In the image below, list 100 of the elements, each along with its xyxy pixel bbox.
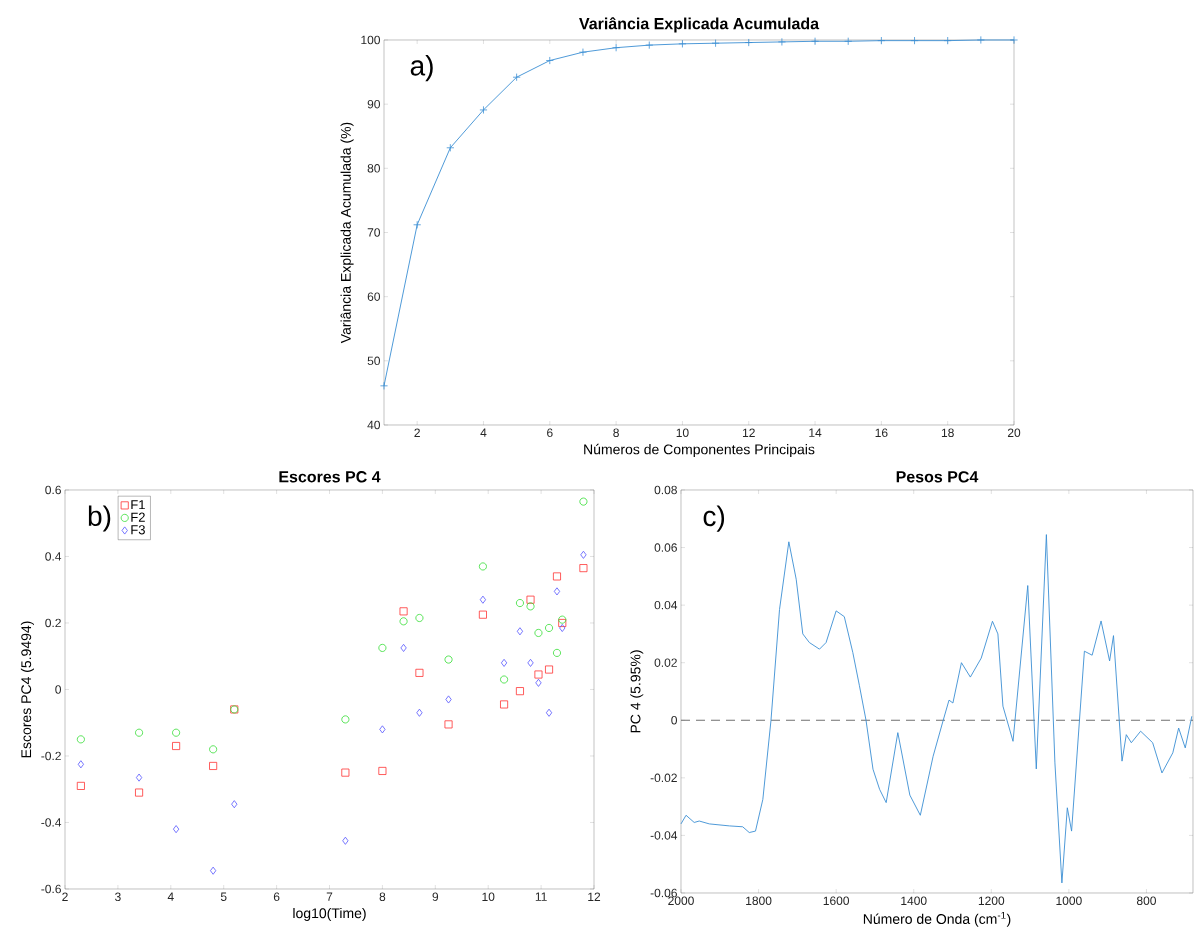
- y-tick-label: 70: [367, 228, 381, 237]
- x-tick-label: 20: [1007, 428, 1021, 438]
- point: [173, 825, 180, 834]
- point: [445, 695, 452, 704]
- point: [341, 768, 350, 777]
- point: [135, 728, 144, 737]
- x-tick-label: 1400: [901, 896, 927, 906]
- x-tick-label: 3: [115, 892, 121, 902]
- x-axis-title: Número de Onda (cm$^{-1}$): [863, 911, 1011, 927]
- point: [678, 39, 687, 48]
- x-tick-label: 1200: [978, 896, 1005, 906]
- point: [527, 658, 534, 667]
- point: [76, 781, 85, 790]
- annotation: a): [410, 55, 433, 82]
- legend-label: F3: [131, 525, 145, 535]
- point: [545, 665, 554, 674]
- point: [209, 761, 218, 770]
- point: [612, 43, 621, 52]
- x-tick-label: 10: [482, 892, 495, 902]
- x-tick-label: 6: [547, 428, 553, 438]
- point: [479, 595, 487, 604]
- point: [135, 773, 143, 782]
- y-tick-label: 80: [367, 164, 381, 173]
- chart-title: Variância Explicada Acumulada: [579, 17, 820, 33]
- y-tick-label: 0: [671, 716, 677, 725]
- x-tick-label: 7: [326, 892, 333, 901]
- point: [378, 643, 387, 652]
- point: [558, 615, 567, 624]
- point: [231, 800, 238, 809]
- point: [578, 48, 587, 57]
- x-axis-title: log10(Time): [293, 907, 366, 921]
- y-axis-title: Escores PC4 (5.9494): [20, 621, 34, 758]
- y-tick-label: -0.6: [41, 884, 61, 894]
- y-tick-label: 40: [367, 420, 381, 430]
- y-tick-label: -0.2: [41, 751, 61, 761]
- point: [552, 648, 561, 657]
- point: [580, 550, 587, 559]
- point: [535, 678, 542, 687]
- point: [515, 687, 524, 696]
- point: [545, 623, 554, 632]
- x-tick-label: 18: [941, 428, 954, 438]
- point: [172, 728, 181, 737]
- point: [545, 708, 553, 717]
- point: [1010, 35, 1018, 44]
- x-tick-label: 2: [62, 892, 68, 901]
- y-tick-label: 0.06: [654, 543, 677, 552]
- y-tick-label: 0.6: [45, 485, 61, 495]
- x-tick-label: 2: [414, 428, 420, 437]
- point: [711, 39, 720, 48]
- point: [380, 381, 389, 390]
- point: [500, 675, 509, 684]
- x-tick-label: 16: [875, 428, 888, 438]
- x-tick-label: 1600: [823, 896, 850, 906]
- point: [415, 613, 424, 622]
- x-tick-label: 8: [613, 428, 619, 438]
- point: [399, 617, 408, 626]
- point: [552, 572, 561, 581]
- point: [415, 668, 424, 677]
- point: [172, 742, 181, 751]
- y-tick-label: 0.08: [654, 485, 677, 495]
- point: [135, 788, 144, 797]
- point: [76, 735, 85, 744]
- point: [516, 627, 524, 636]
- x-tick-label: 14: [809, 428, 822, 437]
- point: [399, 607, 408, 616]
- chart-title: Pesos PC4: [896, 471, 979, 483]
- y-tick-label: 0.02: [654, 658, 677, 667]
- x-tick-label: 9: [432, 892, 439, 902]
- y-axis-title: PC 4 (5.95%): [630, 650, 644, 733]
- annotation: c): [703, 505, 725, 532]
- x-tick-label: 2000: [668, 896, 694, 906]
- point: [416, 708, 423, 717]
- point: [342, 836, 349, 845]
- point: [479, 105, 488, 114]
- x-tick-label: 800: [1136, 896, 1156, 906]
- y-tick-label: 100: [361, 35, 381, 45]
- y-tick-label: 90: [367, 99, 381, 109]
- y-tick-label: -0.04: [650, 831, 678, 840]
- x-tick-label: 8: [379, 892, 386, 902]
- point: [446, 143, 455, 152]
- point: [515, 599, 524, 608]
- x-tick-label: 11: [535, 892, 547, 901]
- x-tick-label: 10: [676, 428, 689, 438]
- y-tick-label: -0.4: [41, 818, 62, 827]
- point: [500, 700, 509, 709]
- point: [553, 587, 561, 596]
- x-tick-label: 1000: [1056, 896, 1082, 906]
- y-tick-label: -0.06: [650, 888, 677, 898]
- point: [77, 760, 84, 769]
- point: [341, 715, 350, 724]
- point: [512, 73, 521, 82]
- point: [209, 745, 218, 754]
- point: [645, 41, 654, 50]
- point: [210, 866, 217, 875]
- point: [379, 725, 386, 734]
- y-tick-label: 50: [367, 356, 381, 366]
- x-tick-label: 1800: [746, 896, 772, 906]
- y-tick-label: 0.2: [45, 618, 61, 628]
- point: [444, 720, 453, 729]
- y-tick-label: 0: [55, 685, 62, 694]
